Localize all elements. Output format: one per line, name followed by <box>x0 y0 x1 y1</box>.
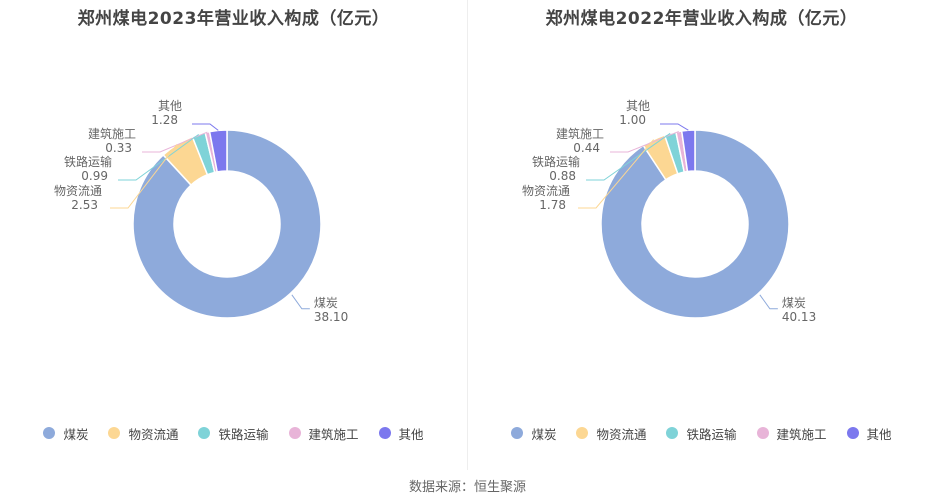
slice-label-value: 1.28 <box>151 113 178 127</box>
legend-item[interactable]: 铁路运输 <box>198 424 269 443</box>
slice-label-value: 0.44 <box>573 141 600 155</box>
legend-item[interactable]: 其他 <box>846 424 892 443</box>
legend-item[interactable]: 建筑施工 <box>756 424 827 443</box>
data-source-note: 数据来源：恒生聚源 <box>408 480 526 495</box>
legend-item[interactable]: 物资流通 <box>576 424 646 443</box>
slice-label-value: 2.53 <box>71 198 98 212</box>
legend-swatch <box>846 427 859 439</box>
legend-swatch <box>666 427 679 439</box>
donut-slice-5 <box>680 129 696 173</box>
legend-swatch <box>43 427 56 439</box>
chart-title: 郑州煤电2023年营业收入构成（亿元） <box>77 9 390 29</box>
slice-label-value: 0.99 <box>81 169 108 183</box>
legend-swatch <box>288 427 301 439</box>
label-leader-line <box>192 123 219 131</box>
legend-item[interactable]: 煤炭 <box>511 424 556 443</box>
slice-label-name: 煤炭 <box>782 296 806 310</box>
chart-panel-2022: 郑州煤电2022年营业收入构成（亿元） 煤炭 40.13 其他 1.00 建筑施工 0.4… <box>468 0 935 470</box>
panel-divider <box>467 0 468 470</box>
slice-label-value: 40.13 <box>782 310 816 324</box>
legend-swatch <box>756 427 769 439</box>
label-leader-line <box>142 131 208 153</box>
label-leader-line <box>660 123 689 131</box>
legend-label: 铁路运输 <box>686 426 737 442</box>
legend-label: 煤炭 <box>63 426 89 442</box>
donut-slice-5 <box>208 129 228 173</box>
slice-label-name: 煤炭 <box>314 296 338 310</box>
chart-legend: 煤炭 物资流通 铁路运输 建筑施工 其他 <box>468 424 935 442</box>
legend-label: 建筑施工 <box>308 426 359 442</box>
legend-item[interactable]: 其他 <box>378 424 424 443</box>
slice-label-name: 铁路运输 <box>532 154 580 169</box>
legend-item[interactable]: 铁路运输 <box>666 424 737 443</box>
slice-label-value: 1.00 <box>619 113 646 127</box>
slice-label-value: 0.88 <box>549 169 576 183</box>
legend-label: 物资流通 <box>596 426 647 442</box>
legend-swatch <box>511 427 524 439</box>
chart-title: 郑州煤电2022年营业收入构成（亿元） <box>545 9 858 29</box>
legend-label: 物资流通 <box>128 426 179 442</box>
label-leader-line <box>291 294 310 310</box>
chart-panel-2023: 郑州煤电2023年营业收入构成（亿元） 煤炭 38.10 其他 1.28 建筑施工 0.3… <box>0 0 467 470</box>
slice-label-name: 建筑施工 <box>88 126 136 141</box>
legend-label: 铁路运输 <box>218 426 269 442</box>
label-leader-line <box>118 133 199 181</box>
legend-swatch <box>576 427 589 439</box>
label-leader-line <box>586 132 671 181</box>
slice-label-value: 0.33 <box>105 141 132 155</box>
slice-label-name: 建筑施工 <box>556 126 604 141</box>
legend-item[interactable]: 煤炭 <box>43 424 88 443</box>
slice-label-name: 铁路运输 <box>64 154 112 169</box>
legend-label: 建筑施工 <box>776 426 827 442</box>
slice-label-name: 物资流通 <box>522 184 570 198</box>
slice-label-name: 其他 <box>158 99 182 113</box>
legend-label: 煤炭 <box>531 426 557 442</box>
label-leader-line <box>110 144 178 209</box>
slice-label-value: 38.10 <box>314 310 348 324</box>
legend-swatch <box>108 427 121 439</box>
slice-label-value: 1.78 <box>539 198 566 212</box>
slice-label-name: 物资流通 <box>54 184 102 198</box>
slice-label-name: 其他 <box>626 99 650 113</box>
label-leader-line <box>578 139 654 209</box>
label-leader-line <box>610 130 679 153</box>
donut-slice-1 <box>600 129 790 319</box>
chart-legend: 煤炭 物资流通 铁路运输 建筑施工 其他 <box>0 424 467 442</box>
legend-swatch <box>198 427 211 439</box>
label-leader-line <box>759 294 778 310</box>
legend-item[interactable]: 建筑施工 <box>288 424 359 443</box>
legend-label: 其他 <box>398 426 424 442</box>
legend-label: 其他 <box>866 426 892 442</box>
legend-swatch <box>378 427 391 439</box>
legend-item[interactable]: 物资流通 <box>108 424 178 443</box>
